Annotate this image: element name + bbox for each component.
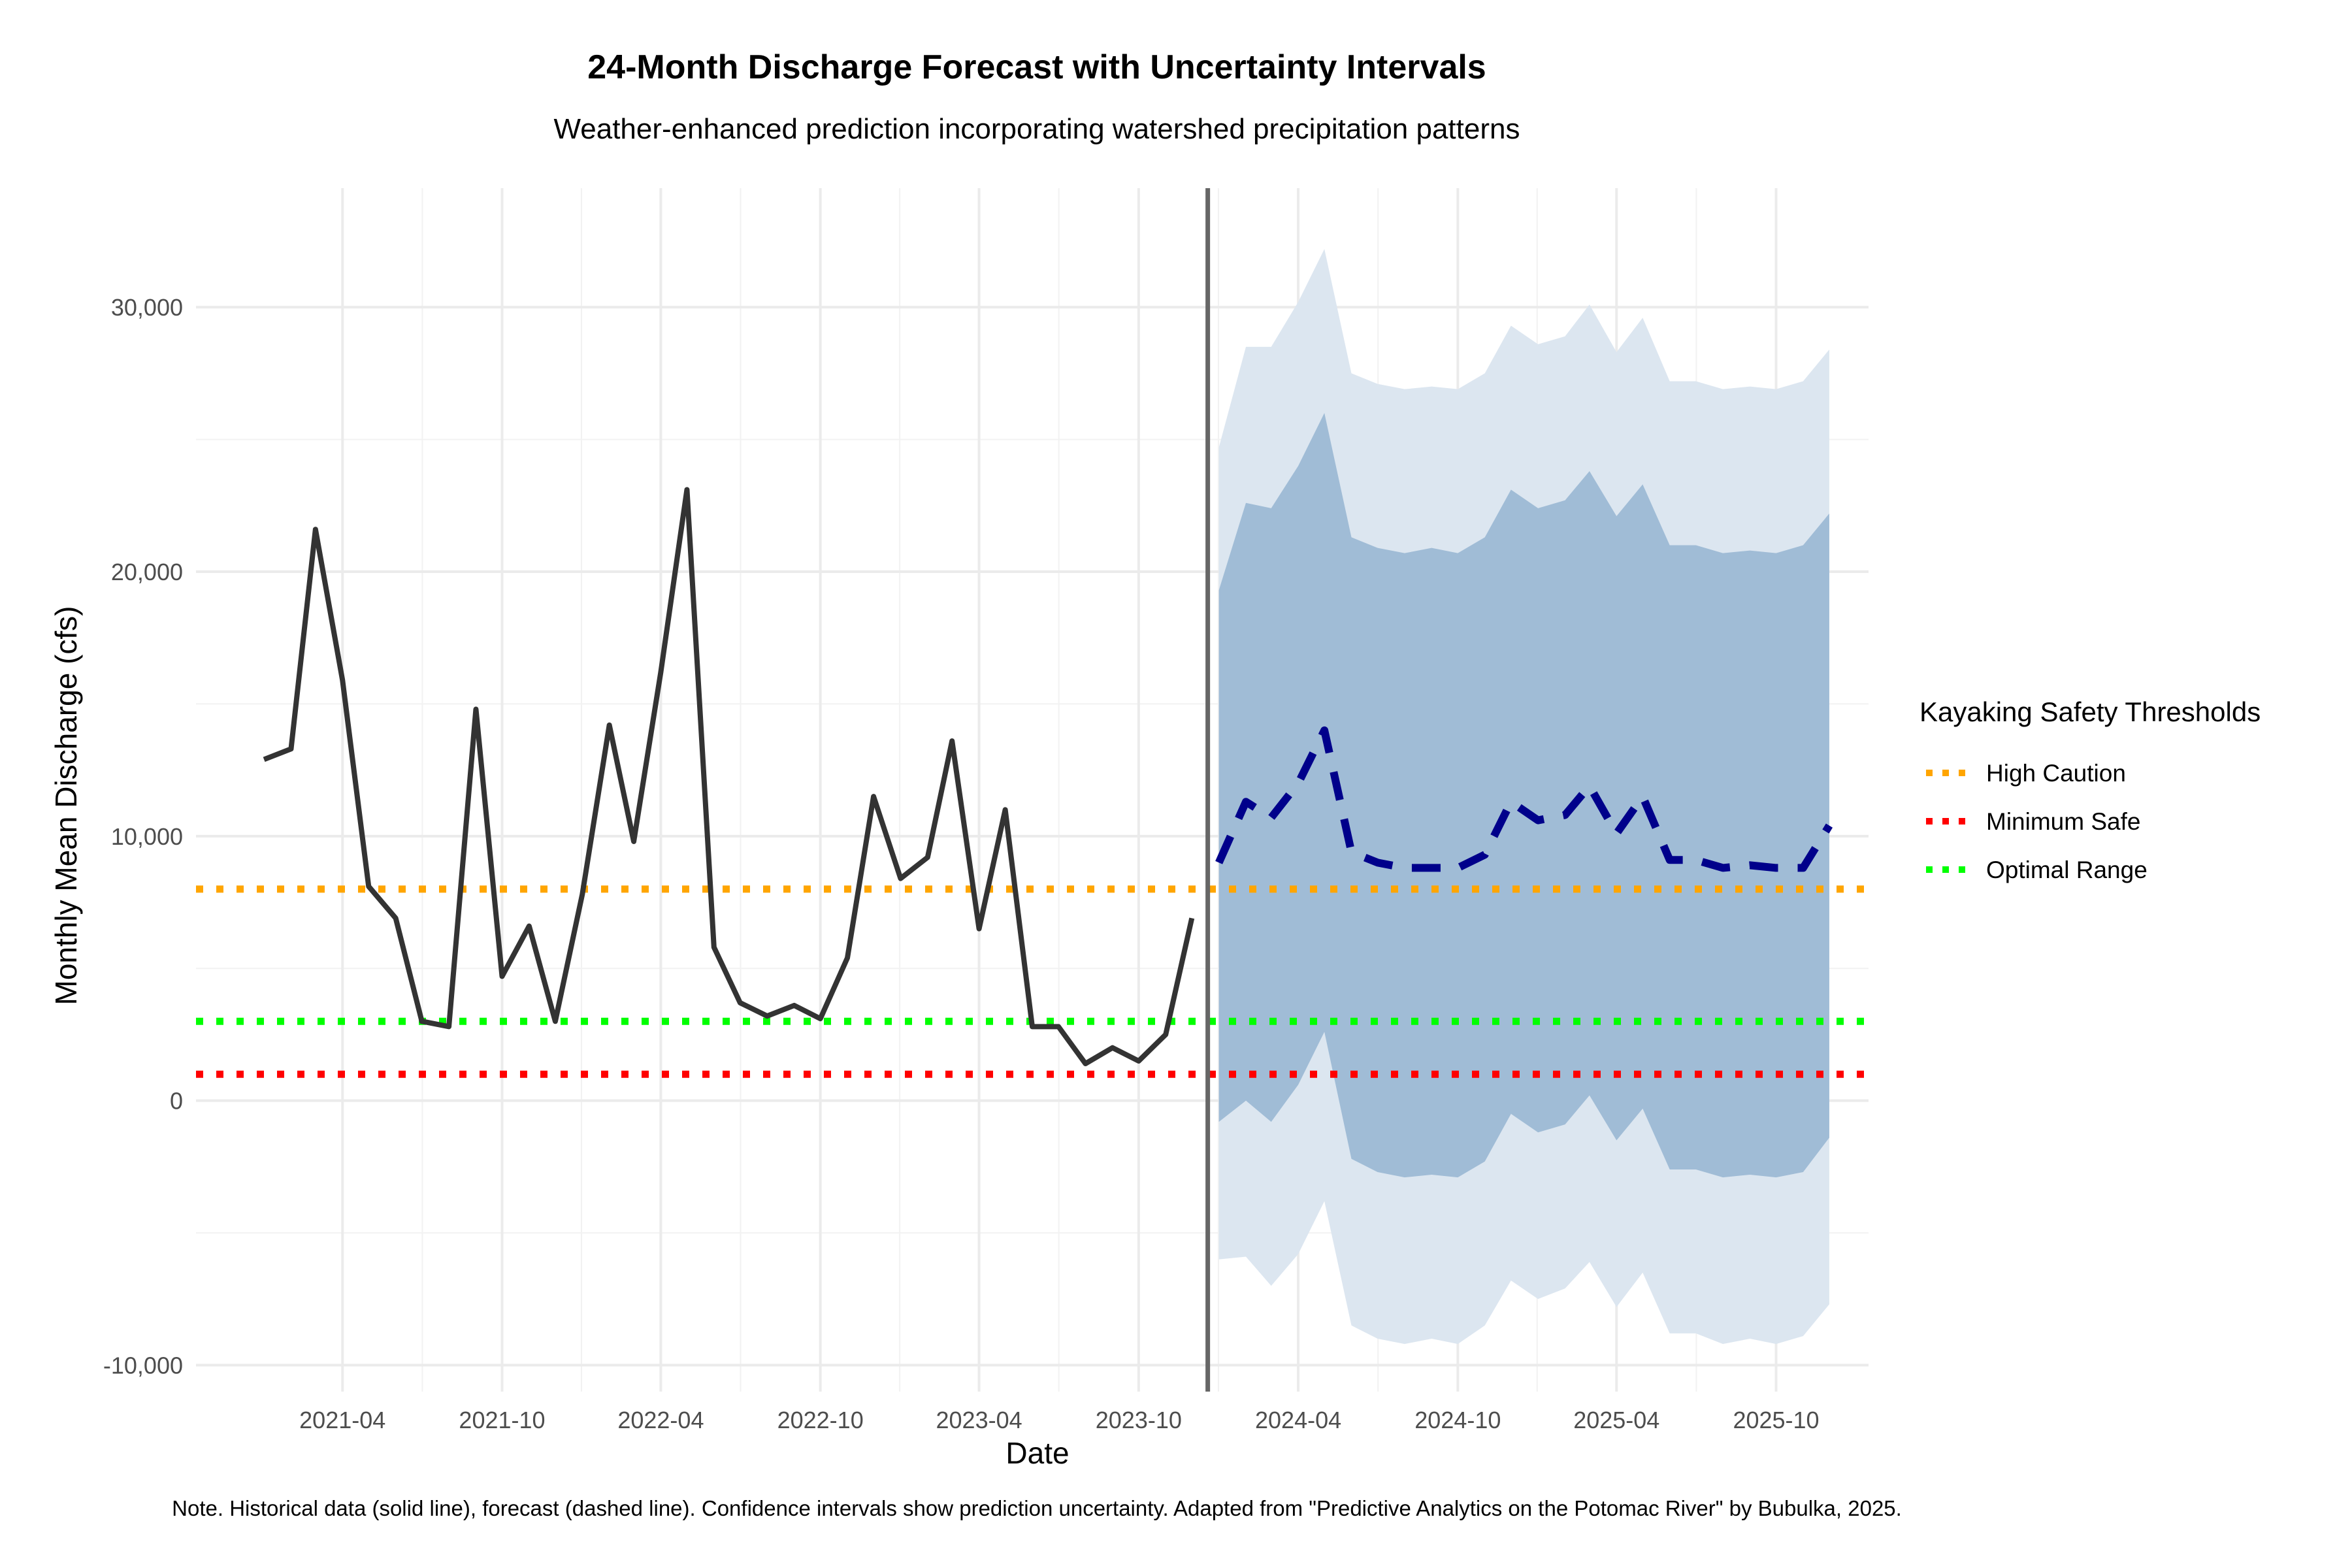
y-tick-label: 0 — [170, 1088, 183, 1115]
y-tick-label: 30,000 — [111, 294, 183, 321]
chart-caption: Note. Historical data (solid line), fore… — [172, 1496, 1902, 1520]
historical-line — [263, 487, 1195, 1067]
chart-title: 24-Month Discharge Forecast with Uncerta… — [587, 48, 1486, 86]
x-tick-label: 2024-04 — [1255, 1407, 1341, 1433]
forecast-line — [1215, 726, 1833, 872]
legend-label: Optimal Range — [1986, 857, 2148, 883]
series-lines — [263, 487, 1833, 1067]
legend-items: High Caution Minimum Safe Optimal Range — [1926, 760, 2148, 883]
confidence-bands — [1218, 249, 1829, 1345]
x-tick-label: 2024-10 — [1414, 1407, 1501, 1433]
y-tick-label: 10,000 — [111, 823, 183, 850]
x-axis-title: Date — [1005, 1436, 1069, 1470]
legend-label: Minimum Safe — [1986, 808, 2140, 835]
chart-subtitle: Weather-enhanced prediction incorporatin… — [554, 113, 1520, 145]
x-tick-label: 2021-04 — [299, 1407, 385, 1433]
x-tick-label: 2025-04 — [1573, 1407, 1659, 1433]
x-tick-label: 2025-10 — [1733, 1407, 1819, 1433]
x-axis: 2021-04 2021-10 2022-04 2022-10 2023-04 2023-… — [299, 1407, 1819, 1433]
y-axis-title: Monthly Mean Discharge (cfs) — [49, 606, 83, 1005]
legend: Kayaking Safety Thresholds High Caution M… — [1919, 696, 2261, 883]
y-tick-label: 20,000 — [111, 559, 183, 585]
x-tick-label: 2023-10 — [1096, 1407, 1182, 1433]
x-tick-label: 2022-10 — [777, 1407, 864, 1433]
x-tick-label: 2022-04 — [617, 1407, 704, 1433]
legend-title: Kayaking Safety Thresholds — [1919, 696, 2261, 727]
x-tick-label: 2023-04 — [936, 1407, 1022, 1433]
legend-label: High Caution — [1986, 760, 2126, 787]
y-axis: -10,000 0 10,000 20,000 30,000 — [103, 294, 183, 1379]
confidence-band-inner — [1218, 413, 1829, 1178]
plot-area — [196, 188, 1869, 1392]
y-tick-label: -10,000 — [103, 1352, 183, 1379]
x-tick-label: 2021-10 — [459, 1407, 545, 1433]
